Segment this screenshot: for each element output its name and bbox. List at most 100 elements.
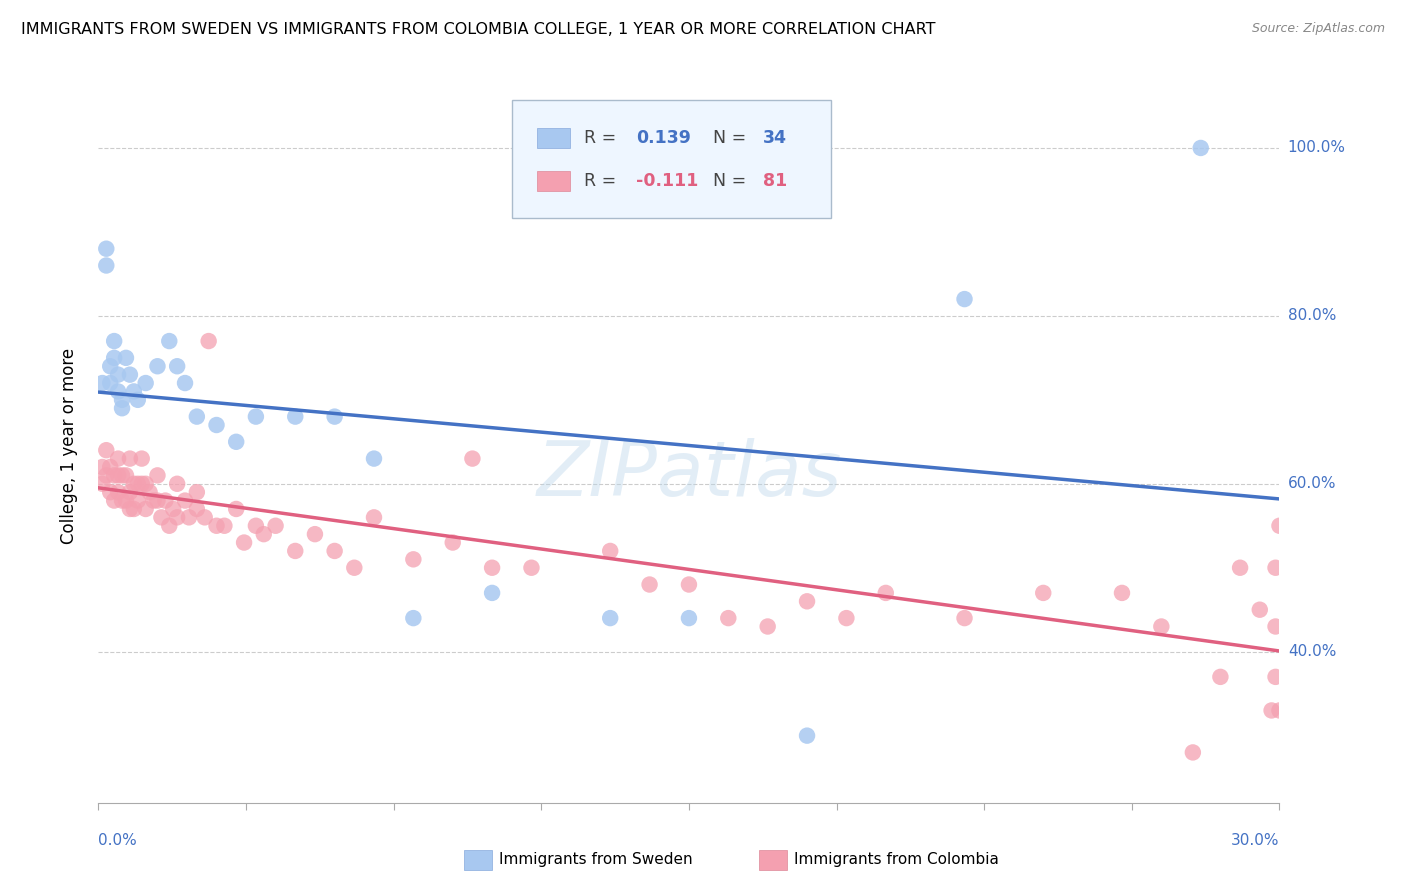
Point [441,535,464,549]
Point [115,468,138,483]
Point [96,242,118,256]
Point [481,586,503,600]
Point [205,417,228,432]
Point [111,493,134,508]
Point [1229,560,1251,574]
Point [194,510,217,524]
Point [98,460,121,475]
Point [142,493,165,508]
Point [599,544,621,558]
Text: IMMIGRANTS FROM SWEDEN VS IMMIGRANTS FROM COLOMBIA COLLEGE, 1 YEAR OR MORE CORRE: IMMIGRANTS FROM SWEDEN VS IMMIGRANTS FRO… [21,22,935,37]
Point [91,376,114,390]
Point [107,485,129,500]
Point [91,460,114,475]
Text: 30.0%: 30.0% [1232,833,1279,848]
Point [107,468,129,483]
Point [111,401,134,416]
FancyBboxPatch shape [537,128,569,148]
Point [245,518,267,533]
Point [756,619,779,633]
Point [678,577,700,591]
Point [150,510,173,524]
Point [1264,670,1286,684]
Point [186,502,208,516]
Text: -0.111: -0.111 [636,171,699,189]
Point [166,510,188,524]
Y-axis label: College, 1 year or more: College, 1 year or more [59,348,77,544]
Point [1181,746,1204,760]
Point [111,392,134,407]
Point [197,334,219,348]
Point [98,359,121,374]
Text: 34: 34 [763,128,787,146]
Point [1268,703,1291,717]
Point [678,611,700,625]
Point [146,359,169,374]
Point [402,611,425,625]
Point [225,434,247,449]
Point [157,518,180,533]
Point [166,359,188,374]
Point [103,468,125,483]
Point [461,451,484,466]
Point [343,560,366,574]
Text: 81: 81 [763,171,787,189]
Point [135,502,157,516]
Point [122,476,145,491]
Point [796,594,818,608]
Text: N =: N = [702,128,752,146]
Point [225,502,247,516]
Text: Immigrants from Sweden: Immigrants from Sweden [499,853,693,867]
Point [481,560,503,574]
Point [284,544,307,558]
Point [835,611,858,625]
Point [107,384,129,399]
Point [91,476,114,491]
Point [177,510,200,524]
Point [520,560,543,574]
Point [953,292,976,306]
Point [1264,619,1286,633]
Point [96,468,118,483]
Point [245,409,267,424]
Text: N =: N = [702,171,752,189]
Point [796,729,818,743]
Point [1111,586,1133,600]
Text: 40.0%: 40.0% [1288,644,1336,659]
Point [1264,560,1286,574]
Point [1260,703,1282,717]
Text: ZIPatlas: ZIPatlas [536,438,842,511]
Point [162,502,184,516]
Point [127,392,149,407]
Text: 0.139: 0.139 [636,128,690,146]
Text: 0.0%: 0.0% [98,833,138,848]
Point [107,368,129,382]
Point [98,485,121,500]
Point [402,552,425,566]
Point [122,384,145,399]
Point [122,502,145,516]
Point [186,409,208,424]
Point [103,493,125,508]
Point [363,451,385,466]
Point [166,476,188,491]
Point [118,451,141,466]
Point [1150,619,1173,633]
Point [157,334,180,348]
Point [127,476,149,491]
Text: R =: R = [583,171,621,189]
Point [323,409,346,424]
Point [233,535,256,549]
Point [875,586,897,600]
Point [186,485,208,500]
Point [96,259,118,273]
Point [135,376,157,390]
Point [253,527,276,541]
Point [146,468,169,483]
Point [135,476,157,491]
Text: Source: ZipAtlas.com: Source: ZipAtlas.com [1251,22,1385,36]
Point [304,527,326,541]
Point [127,493,149,508]
Text: 60.0%: 60.0% [1288,476,1336,491]
Point [174,493,197,508]
